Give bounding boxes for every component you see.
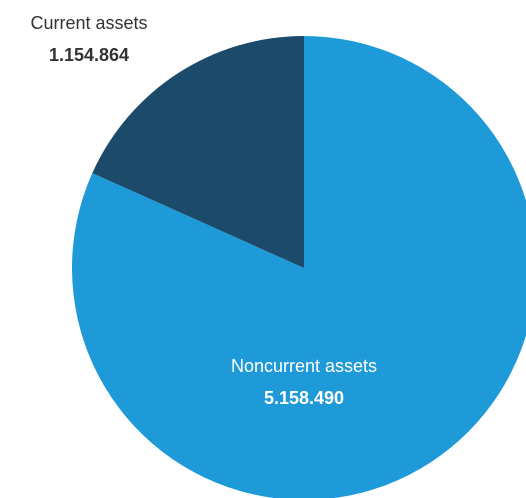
pie-slice-current-assets: [92, 36, 304, 268]
slice-value-noncurrent-assets: 5.158.490: [264, 388, 344, 408]
slice-label-current-assets: Current assets: [30, 13, 147, 33]
slice-label-noncurrent-assets: Noncurrent assets: [231, 356, 377, 376]
slice-value-current-assets: 1.154.864: [49, 45, 129, 65]
slices-layer: [72, 36, 526, 498]
pie-slice-noncurrent-assets: [72, 36, 526, 498]
